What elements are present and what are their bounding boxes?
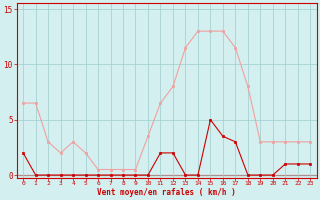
X-axis label: Vent moyen/en rafales ( km/h ): Vent moyen/en rafales ( km/h ): [97, 188, 236, 197]
